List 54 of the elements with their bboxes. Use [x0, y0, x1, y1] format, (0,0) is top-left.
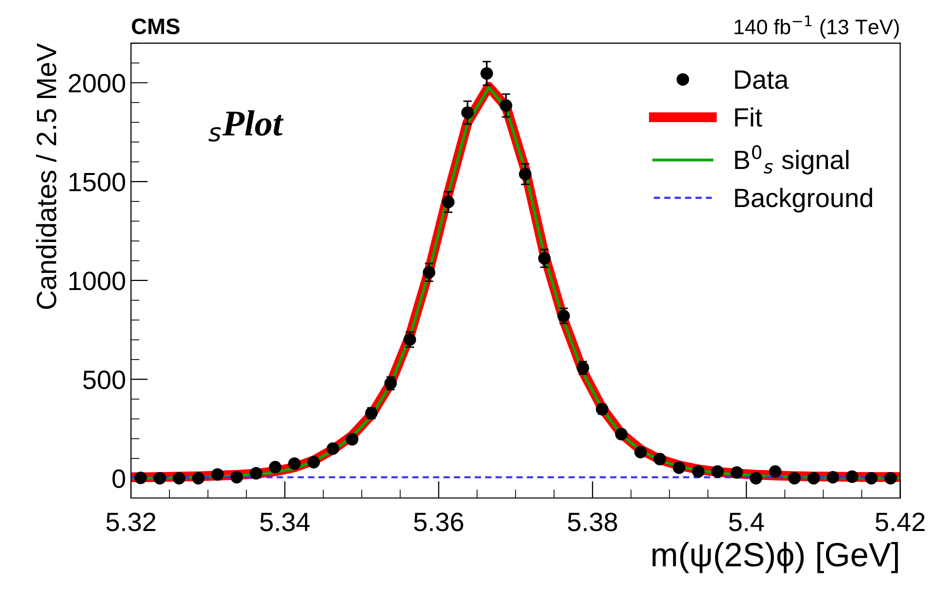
legend-label: B$^{0}$$_{s}$ signal: [735, 145, 848, 174]
point: [230, 470, 244, 484]
point: [711, 465, 724, 478]
point: [826, 470, 840, 484]
point: [846, 470, 858, 483]
point: [538, 252, 551, 265]
legend-label: Fit: [735, 107, 762, 127]
point: [500, 99, 512, 112]
point: [172, 472, 186, 484]
y-tick-label: 1000: [69, 272, 126, 290]
point: [865, 472, 878, 484]
y-tick-label: 0: [112, 469, 126, 488]
y-axis-title: Candidates / 2.5 MeV: [36, 43, 56, 309]
point: [154, 472, 166, 484]
point: [134, 472, 147, 484]
point: [634, 446, 647, 458]
y-tick-label: 2000: [68, 74, 126, 93]
point: [192, 472, 205, 484]
point: [461, 106, 474, 119]
point: [326, 442, 340, 455]
point: [250, 467, 262, 480]
point: [615, 428, 628, 440]
point: [884, 472, 897, 484]
x-tick-label: 5.42: [876, 512, 925, 532]
point: [654, 452, 666, 466]
point: [768, 465, 782, 478]
x-tick-label: 5.4: [729, 512, 764, 532]
point: [692, 465, 705, 478]
point: [480, 67, 493, 80]
point: [672, 461, 686, 474]
point: [730, 466, 743, 479]
point: [442, 196, 455, 208]
point: [211, 468, 224, 481]
y-tick-label: 1500: [69, 172, 126, 192]
x-tick-label: 5.32: [106, 512, 156, 532]
annotation: $_{s}$Plot: [208, 110, 284, 142]
point: [422, 266, 436, 279]
point: [268, 460, 282, 474]
point: [807, 472, 820, 484]
point: [788, 472, 801, 484]
x-tick-label: 5.38: [568, 512, 618, 532]
point: [750, 472, 762, 484]
text: 140 fb$^{−1}$ (13 TeV): [734, 16, 899, 38]
text: CMS: [132, 18, 180, 34]
legend-label: Background: [735, 188, 872, 213]
x-tick-label: 5.34: [260, 512, 310, 532]
point: [288, 457, 301, 470]
x-axis-title: m(ψ(2S)ϕ) [GeV]: [652, 542, 898, 574]
point: [307, 456, 320, 468]
x-tick-label: 5.36: [414, 512, 464, 532]
legend-label: Data: [735, 70, 789, 89]
point: [346, 433, 358, 446]
y-tick-label: 500: [83, 370, 126, 390]
point: [518, 168, 532, 180]
